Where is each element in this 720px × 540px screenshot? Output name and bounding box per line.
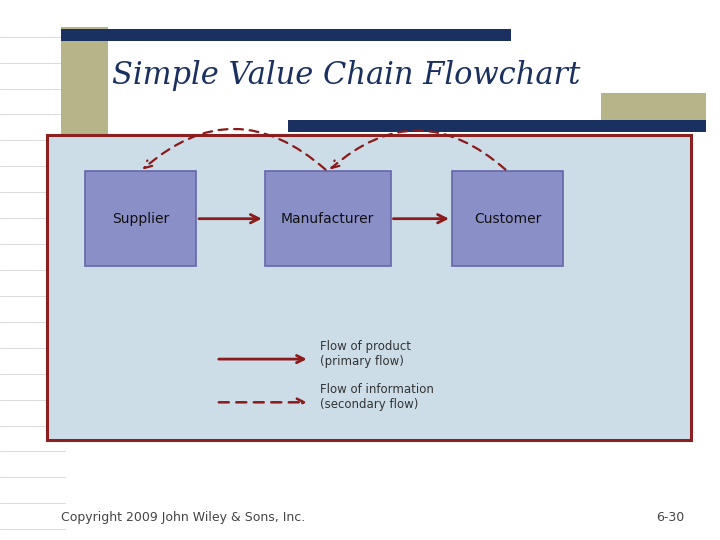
Text: Manufacturer: Manufacturer [281,212,374,226]
Bar [61,27,108,135]
FancyBboxPatch shape [265,172,390,266]
Bar [61,29,511,40]
Text: 6-30: 6-30 [656,511,684,524]
Text: Copyright 2009 John Wiley & Sons, Inc.: Copyright 2009 John Wiley & Sons, Inc. [61,511,305,524]
FancyArrowPatch shape [144,129,325,170]
Text: Flow of information
(secondary flow): Flow of information (secondary flow) [320,383,434,411]
FancyArrowPatch shape [331,131,505,170]
FancyBboxPatch shape [452,172,563,266]
Text: Customer: Customer [474,212,541,226]
Text: Flow of product
(primary flow): Flow of product (primary flow) [320,340,411,368]
FancyBboxPatch shape [47,135,691,440]
Bar [601,93,706,132]
Bar [288,120,706,132]
Text: Supplier: Supplier [112,212,169,226]
Text: Simple Value Chain Flowchart: Simple Value Chain Flowchart [112,60,580,91]
FancyBboxPatch shape [85,172,196,266]
